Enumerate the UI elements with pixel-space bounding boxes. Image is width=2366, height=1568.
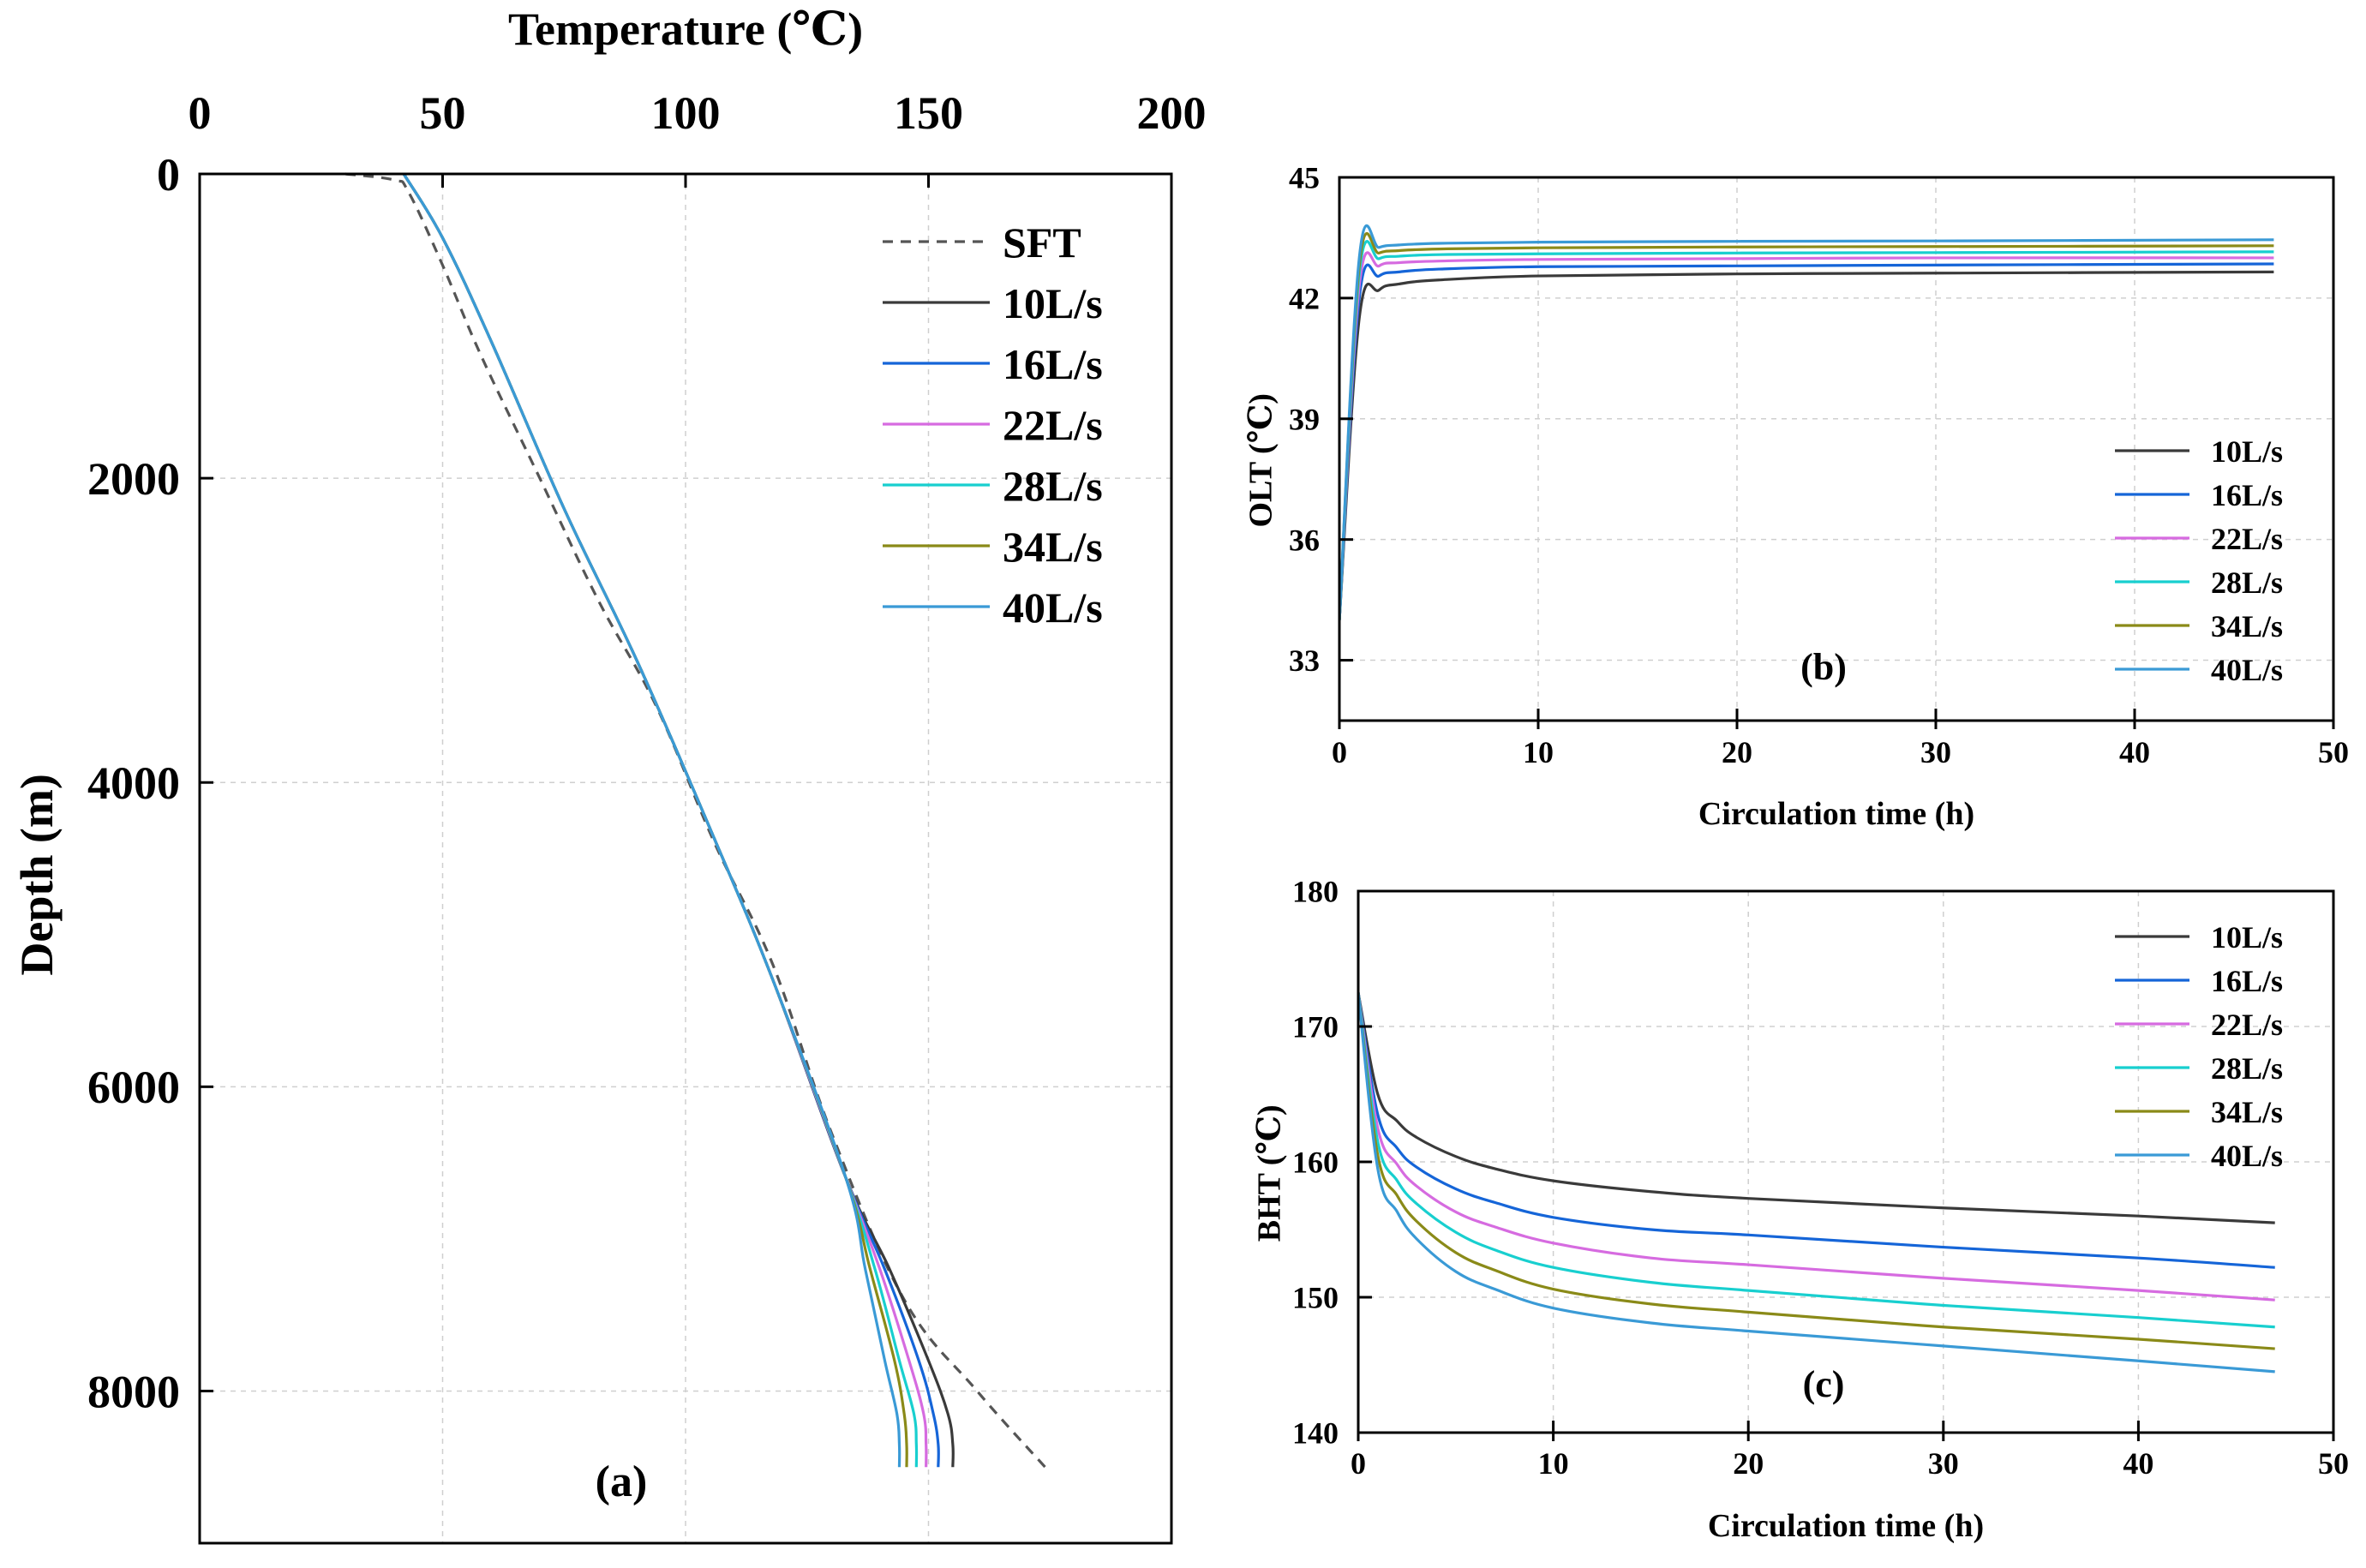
legend-label-22l-s: 22L/s [2211, 522, 2283, 556]
legend-label-40l-s: 40L/s [2211, 1139, 2283, 1173]
y-axis-title: OLT (℃) [1243, 393, 1279, 527]
series-line-16l-s [1358, 992, 2275, 1269]
y-tick-label: 170 [1292, 1010, 1339, 1044]
x-tick-label: 20 [1733, 1446, 1764, 1481]
series-line-22l-s [1358, 992, 2275, 1302]
y-tick-label: 150 [1292, 1281, 1339, 1315]
x-axis-title: Circulation time (h) [1698, 796, 1974, 832]
x-axis-title: Circulation time (h) [1708, 1508, 1984, 1544]
x-tick-label: 30 [1928, 1446, 1959, 1481]
y-tick-label: 6000 [87, 1062, 180, 1113]
series-line-10l-s [1358, 992, 2275, 1224]
legend-label-28l-s: 28L/s [2211, 566, 2283, 600]
y-tick-label: 160 [1292, 1146, 1339, 1180]
series-group [1339, 224, 2274, 620]
series-line-16l-s [1339, 262, 2274, 620]
legend-label-40l-s: 40L/s [1003, 584, 1103, 631]
x-tick-label: 150 [894, 87, 963, 139]
x-tick-label: 10 [1538, 1446, 1569, 1481]
x-tick-label: 100 [651, 87, 721, 139]
y-tick-label: 140 [1292, 1416, 1339, 1451]
y-tick-label: 0 [157, 149, 180, 200]
legend-label-10l-s: 10L/s [2211, 434, 2283, 469]
series-line-34l-s [1358, 992, 2275, 1350]
panel-label: (a) [596, 1457, 648, 1506]
x-tick-label: 20 [1722, 735, 1752, 769]
legend-label-22l-s: 22L/s [1003, 401, 1103, 449]
y-tick-label: 45 [1289, 161, 1320, 195]
series-line-22l-s [402, 173, 928, 1468]
y-tick-label: 2000 [87, 453, 180, 505]
series-group [344, 172, 1046, 1469]
legend-label-28l-s: 28L/s [2211, 1051, 2283, 1086]
series-line-10l-s [1339, 270, 2274, 620]
y-tick-label: 8000 [87, 1366, 180, 1417]
legend-label-28l-s: 28L/s [1003, 462, 1103, 510]
series-line-22l-s [1339, 251, 2274, 620]
legend-label-16l-s: 16L/s [2211, 478, 2283, 512]
x-tick-label: 10 [1523, 735, 1554, 769]
legend: 10L/s 16L/s 22L/s 28L/s 34L/s 40L/s [2115, 920, 2283, 1173]
x-axis-title: Temperature (℃) [508, 3, 863, 55]
series-line-28l-s [1358, 992, 2275, 1329]
panel-label: (b) [1800, 646, 1847, 688]
legend: 10L/s 16L/s 22L/s 28L/s 34L/s 40L/s [2115, 434, 2283, 687]
legend-label-10l-s: 10L/s [2211, 920, 2283, 955]
x-tick-label: 0 [1351, 1446, 1366, 1481]
series-line-34l-s [402, 173, 908, 1468]
y-tick-label: 42 [1289, 281, 1320, 315]
y-axis-title: Depth (m) [11, 774, 63, 975]
y-tick-label: 180 [1292, 875, 1339, 909]
series-line-40l-s [1339, 224, 2274, 620]
legend-label-34l-s: 34L/s [2211, 609, 2283, 643]
y-tick-label: 33 [1289, 643, 1320, 678]
y-tick-label: 39 [1289, 402, 1320, 436]
legend-label-34l-s: 34L/s [1003, 523, 1103, 571]
y-tick-label: 36 [1289, 523, 1320, 557]
plot-frame [1338, 176, 2335, 722]
legend-label-16l-s: 16L/s [1003, 340, 1103, 388]
x-tick-label: 0 [189, 87, 212, 139]
legend-label-10l-s: 10L/s [1003, 279, 1103, 327]
panel-label: (c) [1803, 1363, 1845, 1405]
x-tick-label: 50 [2318, 1446, 2349, 1481]
series-line-40l-s [402, 173, 901, 1468]
y-tick-label: 4000 [87, 757, 180, 809]
x-tick-label: 200 [1137, 87, 1207, 139]
x-tick-label: 50 [420, 87, 466, 139]
legend-label-22l-s: 22L/s [2211, 1008, 2283, 1042]
x-tick-label: 0 [1332, 735, 1347, 769]
series-line-28l-s [402, 173, 919, 1468]
x-tick-label: 40 [2119, 735, 2150, 769]
series-group [1358, 992, 2275, 1373]
panel-a-temperature-depth: 0 50 100 150 20002000400060008000Temperature… [11, 3, 1207, 1545]
y-axis-title: BHT (℃) [1251, 1104, 1287, 1242]
series-line-34l-s [1339, 231, 2274, 620]
x-tick-label: 30 [1920, 735, 1951, 769]
legend-label-40l-s: 40L/s [2211, 653, 2283, 687]
legend-label-34l-s: 34L/s [2211, 1095, 2283, 1129]
panel-c-bht-vs-time: 0 10 20 30 40 50 140 150 160 170 180 Circulation ti… [1251, 875, 2349, 1544]
legend: SFT 10L/s 16L/s 22L/s 28L/s 34L/s 40L/s [883, 218, 1103, 631]
panel-b-olt-vs-time: 0 10 20 30 40 50 33 36 39 42 45 Circulation time (h… [1243, 161, 2349, 832]
x-tick-label: 40 [2123, 1446, 2153, 1481]
x-tick-label: 50 [2318, 735, 2349, 769]
series-line-16l-s [402, 173, 940, 1468]
series-line-40l-s [1358, 992, 2275, 1373]
legend-label-sft: SFT [1003, 218, 1081, 266]
series-line-sft [344, 172, 1046, 1469]
legend-label-16l-s: 16L/s [2211, 964, 2283, 998]
